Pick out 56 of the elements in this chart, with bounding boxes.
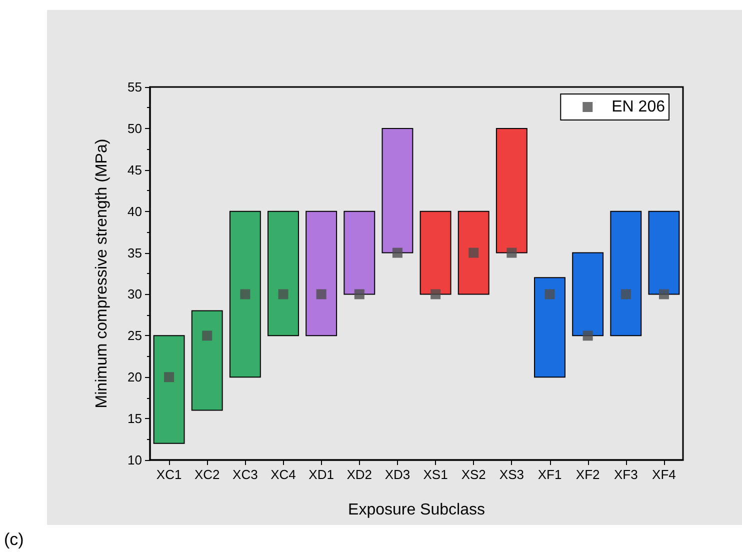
x-tick-label: XS1	[423, 467, 448, 482]
x-tick-label: XC3	[232, 467, 258, 482]
point	[468, 248, 479, 258]
bar	[458, 210, 490, 295]
bar	[344, 210, 376, 295]
bar	[268, 210, 299, 336]
y-tick-label: 50	[128, 120, 142, 136]
bar	[420, 210, 452, 295]
x-tick-label: XC2	[194, 467, 220, 482]
bar	[610, 210, 642, 336]
x-tick-label: XC1	[156, 467, 182, 482]
point	[354, 289, 364, 300]
bar	[382, 128, 414, 254]
y-tick-label: 35	[128, 245, 142, 260]
x-tick-label: XD2	[346, 467, 372, 482]
point	[316, 289, 326, 300]
y-tick-label: 20	[128, 370, 142, 385]
y-tick-label: 10	[128, 452, 142, 468]
bar	[648, 210, 680, 295]
point	[506, 248, 517, 258]
bar	[572, 252, 604, 336]
y-axis-title: Minimum compressive strength (MPa)	[94, 138, 110, 408]
x-tick-label: XF1	[538, 467, 562, 482]
x-tick-label: XS2	[461, 467, 486, 482]
x-tick-label: XF4	[652, 467, 676, 482]
x-tick-label: XF3	[614, 467, 638, 482]
y-tick-label: 45	[128, 162, 142, 178]
text: (c)	[4, 530, 24, 549]
bar	[306, 210, 338, 336]
bar	[496, 128, 528, 254]
point	[202, 330, 212, 341]
point	[582, 330, 593, 341]
y-tick-label: 15	[128, 411, 142, 426]
bar	[229, 210, 261, 378]
x-axis-title: Exposure Subclass	[348, 502, 485, 518]
x-tick-label: XD1	[308, 467, 334, 482]
y-tick-label: 25	[128, 328, 142, 344]
y-tick-label: 55	[128, 80, 142, 94]
point	[658, 289, 669, 300]
x-tick-label: XF2	[576, 467, 600, 482]
point	[164, 372, 174, 382]
point	[544, 289, 555, 300]
y-tick-label: 30	[128, 286, 142, 302]
point	[430, 289, 441, 300]
point	[278, 289, 288, 300]
x-tick-label: XD3	[384, 467, 410, 482]
y-tick-label: 40	[128, 204, 142, 219]
point	[240, 289, 250, 300]
x-tick-label: XS3	[499, 467, 524, 482]
point	[392, 248, 402, 258]
legend-label: EN 206	[612, 98, 666, 116]
point	[620, 289, 631, 300]
bar	[191, 310, 223, 411]
bar	[534, 277, 566, 378]
bar	[153, 335, 185, 444]
x-tick-label: XC4	[270, 467, 296, 482]
